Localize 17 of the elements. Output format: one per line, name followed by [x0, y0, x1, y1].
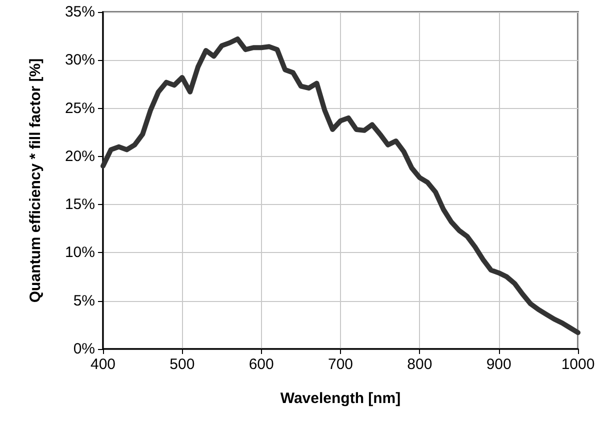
x-tick-label: 500: [170, 356, 195, 373]
y-tick-label: 25%: [64, 100, 95, 117]
x-tick-label: 400: [90, 356, 116, 373]
x-tick-label: 800: [407, 356, 432, 373]
x-tick-label: 1000: [561, 356, 595, 373]
y-tick-label: 5%: [73, 292, 95, 310]
y-tick-label: 0%: [73, 340, 95, 358]
y-tick-label: 20%: [64, 148, 95, 165]
x-tick-label: 900: [486, 356, 512, 373]
x-axis-title: Wavelength [nm]: [280, 390, 401, 407]
x-tick-label: 600: [248, 356, 274, 373]
y-tick-label: 15%: [64, 196, 95, 214]
y-tick-label: 10%: [64, 244, 95, 262]
y-tick-label: 35%: [64, 4, 95, 20]
x-tick-label: 700: [328, 356, 354, 373]
y-axis-title: Quantum efficiency * fill factor [%]: [27, 58, 44, 303]
y-tick-label: 30%: [64, 52, 95, 69]
